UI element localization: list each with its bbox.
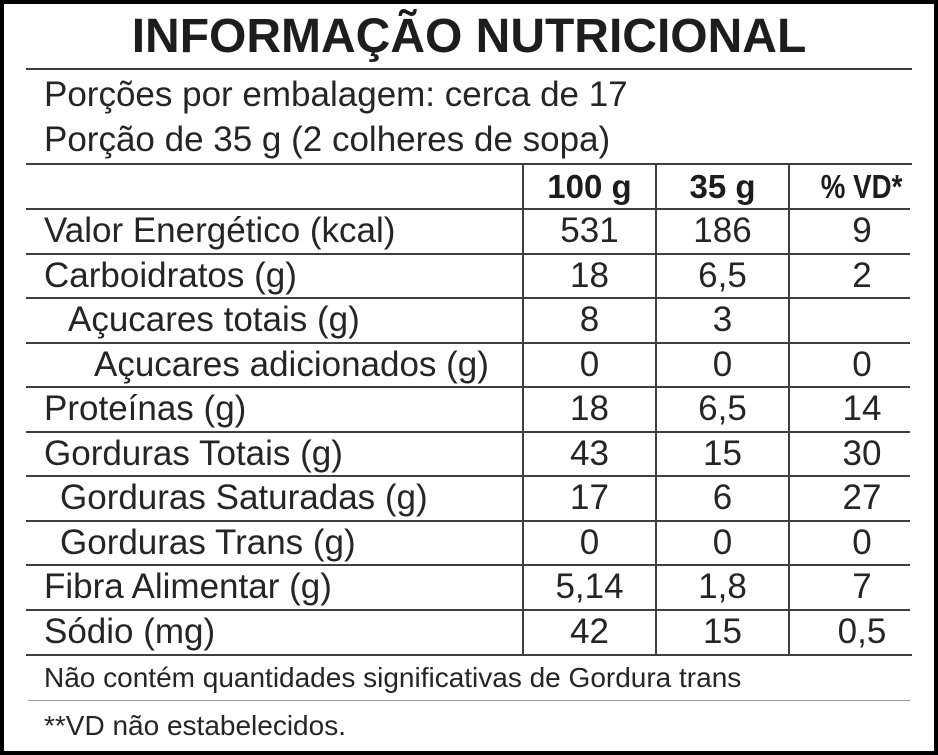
header-nutrient (4, 165, 522, 209)
page-title: INFORMAÇÃO NUTRICIONAL (131, 9, 807, 63)
row-proteinas: Proteínas (g) 18 6,5 14 (4, 386, 934, 432)
row-acucares-totais: Açucares totais (g) 8 3 (4, 297, 934, 343)
header-35g: 35 g (655, 165, 788, 209)
value-vd: 27 (788, 476, 934, 521)
value-vd: 30 (788, 431, 934, 476)
value-35g: 15 (655, 609, 788, 654)
row-sodio: Sódio (mg) 42 15 0,5 (4, 608, 934, 654)
nutrient-label: Gorduras Trans (g) (60, 522, 356, 562)
nutrient-label: Açucares totais (g) (68, 300, 360, 340)
row-gorduras-totais: Gorduras Totais (g) 43 15 30 (4, 430, 934, 476)
divider-table-bottom (26, 654, 912, 656)
value-100g: 0 (522, 520, 655, 565)
serving-size: Porção de 35 g (2 colheres de sopa) (44, 120, 611, 159)
value-100g: 18 (522, 387, 655, 432)
table-header-row: 100 g 35 g % VD* (4, 165, 934, 209)
value-35g: 186 (655, 209, 788, 254)
value-100g: 43 (522, 431, 655, 476)
value-vd (788, 298, 934, 343)
value-35g: 6,5 (655, 387, 788, 432)
row-valor-energetico: Valor Energético (kcal) 531 186 9 (4, 208, 934, 254)
row-gorduras-saturadas: Gorduras Saturadas (g) 17 6 27 (4, 475, 934, 521)
row-acucares-adicionados: Açucares adicionados (g) 0 0 0 (4, 341, 934, 387)
value-vd: 2 (788, 253, 934, 298)
value-vd: 0 (788, 342, 934, 387)
value-35g: 3 (655, 298, 788, 343)
value-vd: 14 (788, 387, 934, 432)
value-100g: 42 (522, 609, 655, 654)
title-bar: INFORMAÇÃO NUTRICIONAL (4, 4, 934, 68)
value-35g: 0 (655, 342, 788, 387)
value-vd: 0 (788, 520, 934, 565)
nutrient-label: Gorduras Totais (g) (44, 433, 343, 473)
divider-footnote (28, 700, 910, 701)
divider-under-title (26, 68, 912, 70)
row-fibra-alimentar: Fibra Alimentar (g) 5,14 1,8 7 (4, 564, 934, 610)
value-35g: 15 (655, 431, 788, 476)
nutrition-table: 100 g 35 g % VD* Valor Energético (kcal)… (4, 165, 934, 654)
nutrient-label: Carboidratos (g) (44, 255, 297, 295)
serving-info: Porções por embalagem: cerca de 17 Porçã… (4, 70, 934, 163)
value-100g: 5,14 (522, 565, 655, 610)
row-carboidratos: Carboidratos (g) 18 6,5 2 (4, 252, 934, 298)
nutrient-label: Valor Energético (kcal) (44, 211, 396, 251)
header-100g: 100 g (522, 165, 655, 209)
nutrient-label: Proteínas (g) (44, 389, 247, 429)
nutrient-label: Gorduras Saturadas (g) (60, 478, 428, 518)
row-gorduras-trans: Gorduras Trans (g) 0 0 0 (4, 519, 934, 565)
value-35g: 1,8 (655, 565, 788, 610)
divider-table-top (26, 163, 912, 165)
nutrient-label: Sódio (mg) (44, 611, 216, 651)
value-100g: 531 (522, 209, 655, 254)
value-100g: 18 (522, 253, 655, 298)
header-vd: % VD* (788, 165, 934, 209)
value-35g: 6 (655, 476, 788, 521)
vd-footnote: **VD não estabelecidos. (44, 710, 346, 741)
value-35g: 0 (655, 520, 788, 565)
value-100g: 8 (522, 298, 655, 343)
value-vd: 7 (788, 565, 934, 610)
value-vd: 9 (788, 209, 934, 254)
nutrient-label: Açucares adicionados (g) (94, 344, 489, 384)
servings-per-package: Porções por embalagem: cerca de 17 (44, 75, 628, 114)
nutrient-label: Fibra Alimentar (g) (44, 567, 332, 607)
value-100g: 17 (522, 476, 655, 521)
value-100g: 0 (522, 342, 655, 387)
trans-fat-note: Não contém quantidades significativas de… (44, 662, 742, 693)
value-vd: 0,5 (788, 609, 934, 654)
value-35g: 6,5 (655, 253, 788, 298)
